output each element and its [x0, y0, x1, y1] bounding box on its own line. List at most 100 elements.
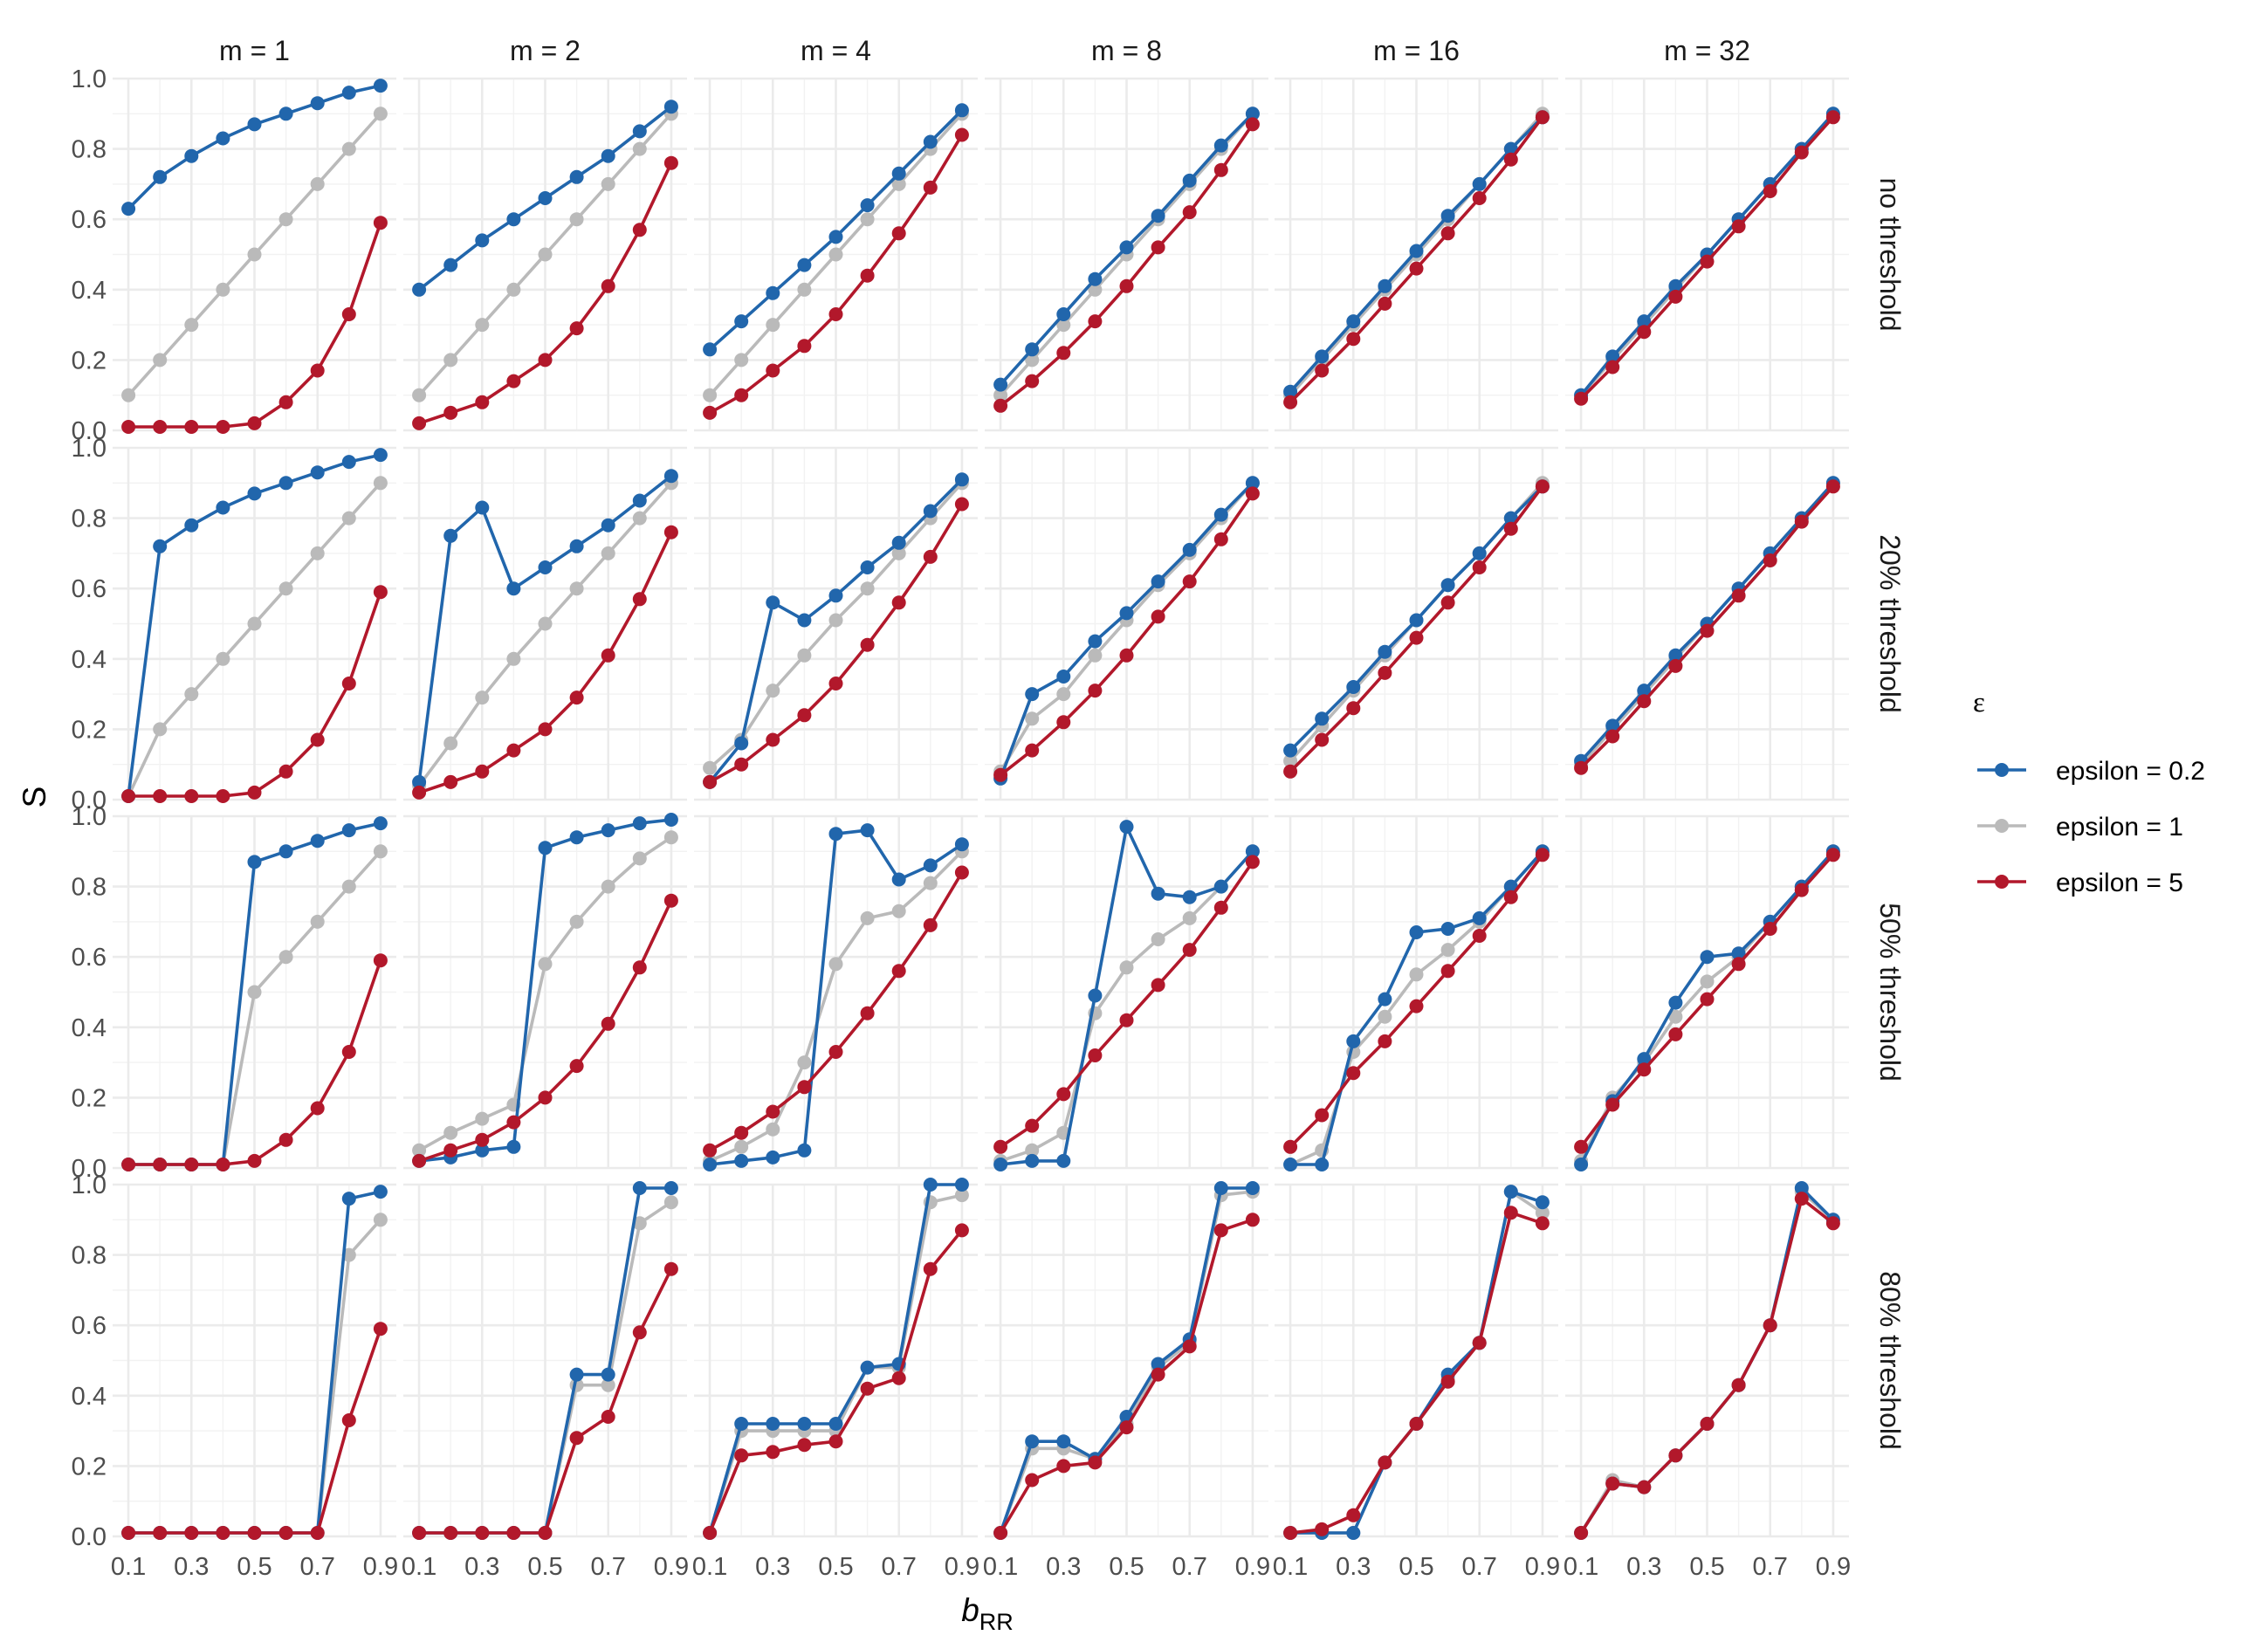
data-point	[373, 79, 388, 93]
data-point	[121, 1158, 136, 1171]
data-point	[828, 1045, 843, 1059]
data-point	[1605, 360, 1620, 374]
data-point	[184, 687, 199, 702]
data-point	[569, 581, 584, 596]
y-tick-label: 0.0	[72, 787, 107, 814]
y-tick-label: 0.0	[72, 417, 107, 445]
data-point	[632, 816, 647, 831]
series-epsilon-5	[412, 525, 678, 800]
data-point	[216, 1158, 230, 1171]
data-point	[1213, 900, 1228, 915]
data-point	[860, 637, 875, 652]
data-point	[569, 321, 584, 336]
data-point	[412, 1526, 427, 1540]
data-point	[601, 1410, 615, 1424]
data-point	[278, 581, 293, 596]
data-point	[632, 493, 647, 508]
data-point	[860, 198, 875, 213]
data-point	[121, 420, 136, 434]
data-point	[278, 106, 293, 121]
data-point	[797, 282, 812, 297]
x-tick-label: 0.5	[1689, 1553, 1724, 1581]
data-point	[1503, 1185, 1518, 1199]
data-point	[860, 1381, 875, 1396]
data-point	[278, 764, 293, 779]
data-point	[475, 764, 490, 779]
series-epsilon-5	[121, 216, 388, 434]
data-point	[443, 528, 458, 543]
data-point	[993, 388, 1008, 402]
panel-r3-c2	[403, 813, 687, 1170]
y-tick-label: 0.4	[72, 1014, 107, 1042]
series-epsilon-0-2	[412, 100, 678, 297]
series-epsilon-5	[993, 855, 1260, 1154]
data-point	[1668, 278, 1683, 293]
legend-point	[1995, 819, 2009, 833]
series-epsilon-5	[1574, 848, 1840, 1154]
data-point	[1700, 1417, 1715, 1431]
data-point	[341, 141, 356, 156]
data-point	[923, 180, 938, 195]
data-point	[1825, 848, 1840, 862]
data-point	[1025, 1143, 1040, 1158]
data-point	[443, 258, 458, 272]
data-point	[1088, 1455, 1103, 1470]
data-point	[1119, 648, 1134, 663]
data-point	[506, 1526, 521, 1540]
data-point	[1700, 950, 1715, 965]
data-point	[475, 318, 490, 333]
data-point	[860, 581, 875, 596]
data-point	[703, 388, 718, 402]
data-point	[1763, 922, 1777, 936]
data-point	[766, 1104, 780, 1119]
data-point	[1151, 209, 1165, 223]
data-point	[1574, 1158, 1589, 1171]
data-point	[1794, 1192, 1809, 1206]
facet-column-label: m = 32	[1664, 35, 1750, 66]
x-tick-label: 0.7	[300, 1553, 335, 1581]
y-tick-label: 0.6	[72, 1312, 107, 1340]
data-point	[1346, 701, 1361, 716]
data-point	[506, 743, 521, 758]
data-point	[860, 823, 875, 838]
data-point	[1346, 332, 1361, 347]
data-point	[1700, 623, 1715, 638]
data-point	[247, 985, 262, 1000]
data-point	[766, 732, 780, 747]
y-tick-label: 0.4	[72, 277, 107, 305]
x-tick-label: 0.7	[1462, 1553, 1497, 1581]
data-point	[373, 953, 388, 968]
data-point	[632, 1216, 647, 1231]
data-point	[993, 377, 1008, 392]
data-point	[310, 465, 325, 480]
series-epsilon-5	[703, 127, 969, 420]
data-point	[703, 1143, 718, 1158]
data-point	[860, 910, 875, 925]
data-point	[475, 395, 490, 409]
data-point	[153, 353, 168, 368]
data-point	[341, 86, 356, 100]
y-tick-label: 0.0	[72, 1523, 107, 1551]
data-point	[797, 258, 812, 272]
data-point	[632, 141, 647, 156]
data-point	[663, 525, 678, 539]
data-point	[443, 774, 458, 789]
data-point	[601, 148, 615, 163]
data-point	[569, 212, 584, 227]
facet-column-label: m = 4	[801, 35, 871, 66]
data-point	[1088, 684, 1103, 698]
data-point	[1378, 992, 1392, 1007]
data-point	[1637, 1062, 1652, 1077]
data-point	[1151, 574, 1165, 589]
y-tick-label: 0.8	[72, 874, 107, 902]
panel-r4-c2	[403, 1181, 687, 1540]
data-point	[506, 581, 521, 596]
data-point	[797, 1080, 812, 1095]
data-point	[341, 455, 356, 470]
data-point	[1825, 110, 1840, 125]
data-point	[828, 957, 843, 972]
data-point	[1605, 1476, 1620, 1491]
data-point	[993, 1158, 1008, 1171]
data-point	[1637, 325, 1652, 340]
